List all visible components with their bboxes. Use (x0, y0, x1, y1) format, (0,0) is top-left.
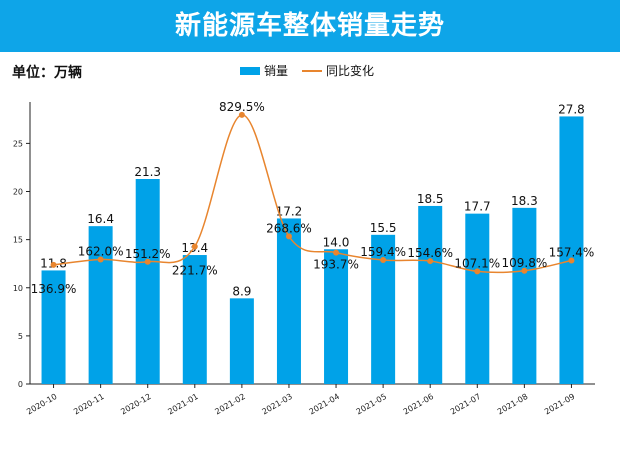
x-tick-label: 2021-07 (449, 392, 482, 417)
legend-label-sales: 销量 (264, 64, 289, 78)
yoy-value-label: 162.0% (78, 244, 124, 258)
bar (512, 207, 537, 384)
x-tick-label: 2021-01 (166, 392, 199, 417)
y-tick-label: 10 (13, 284, 23, 293)
yoy-point (427, 258, 434, 265)
x-tick-label: 2021-06 (402, 392, 435, 417)
bar-value-label: 18.3 (511, 194, 538, 208)
yoy-point (97, 256, 104, 263)
bar (276, 218, 301, 384)
bar-value-label: 14.0 (323, 235, 350, 249)
unit-label: 单位：万辆 (12, 65, 82, 81)
bar-value-label: 18.5 (417, 192, 444, 206)
x-tick-label: 2021-05 (355, 392, 388, 417)
legend: 销量 同比变化 (240, 62, 374, 79)
yoy-value-label: 829.5% (219, 100, 265, 114)
legend-label-yoy: 同比变化 (326, 64, 375, 78)
yoy-point (474, 268, 481, 275)
y-tick-label: 20 (13, 188, 23, 197)
legend-item-sales: 销量 (240, 62, 288, 79)
yoy-point (50, 261, 57, 268)
bar (465, 213, 490, 384)
bar (324, 249, 349, 384)
yoy-value-label: 136.9% (31, 282, 77, 296)
yoy-value-label: 193.7% (313, 258, 359, 272)
yoy-value-label: 154.6% (407, 246, 453, 260)
bar (41, 270, 66, 384)
x-tick-label: 2020-11 (72, 392, 105, 417)
bar-value-label: 27.8 (558, 102, 585, 116)
y-tick-label: 15 (13, 236, 23, 245)
yoy-point (521, 267, 528, 274)
bar-value-label: 17.2 (276, 204, 303, 218)
yoy-point (238, 111, 245, 118)
y-tick-label: 5 (18, 332, 23, 341)
yoy-point (285, 233, 292, 240)
x-tick-label: 2021-08 (496, 392, 529, 417)
bar (418, 205, 443, 384)
legend-swatch-line (302, 69, 323, 72)
yoy-value-label: 159.4% (360, 245, 406, 259)
yoy-value-label: 268.6% (266, 221, 312, 235)
bar-value-label: 16.4 (87, 212, 114, 226)
bar (135, 178, 160, 384)
y-tick-label: 0 (18, 380, 23, 389)
yoy-value-label: 107.1% (454, 256, 500, 270)
yoy-point (191, 243, 198, 250)
legend-swatch-bar (240, 66, 260, 75)
x-tick-label: 2020-10 (25, 392, 58, 417)
yoy-point (568, 257, 575, 264)
yoy-point (144, 258, 151, 265)
y-tick-label: 25 (13, 139, 23, 148)
yoy-value-label: 157.4% (549, 245, 595, 259)
bar (182, 255, 207, 384)
bar (559, 116, 584, 384)
x-tick-label: 2021-09 (543, 392, 576, 417)
chart-title: 新能源车整体销量走势 (0, 0, 620, 52)
bar-value-label: 8.9 (232, 284, 251, 298)
yoy-value-label: 221.7% (172, 264, 218, 278)
x-tick-label: 2021-02 (213, 392, 246, 417)
yoy-point (333, 249, 340, 256)
yoy-point (380, 257, 387, 264)
bar (88, 226, 113, 384)
x-tick-label: 2021-03 (261, 392, 294, 417)
x-tick-label: 2020-12 (119, 392, 152, 417)
bar-value-label: 17.7 (464, 200, 491, 214)
bar-value-label: 21.3 (134, 165, 161, 179)
legend-item-yoy: 同比变化 (302, 62, 374, 79)
bar (229, 298, 254, 384)
yoy-value-label: 109.8% (501, 256, 547, 270)
yoy-value-label: 151.2% (125, 247, 171, 261)
x-tick-label: 2021-04 (308, 392, 341, 417)
bar-value-label: 15.5 (370, 221, 397, 235)
